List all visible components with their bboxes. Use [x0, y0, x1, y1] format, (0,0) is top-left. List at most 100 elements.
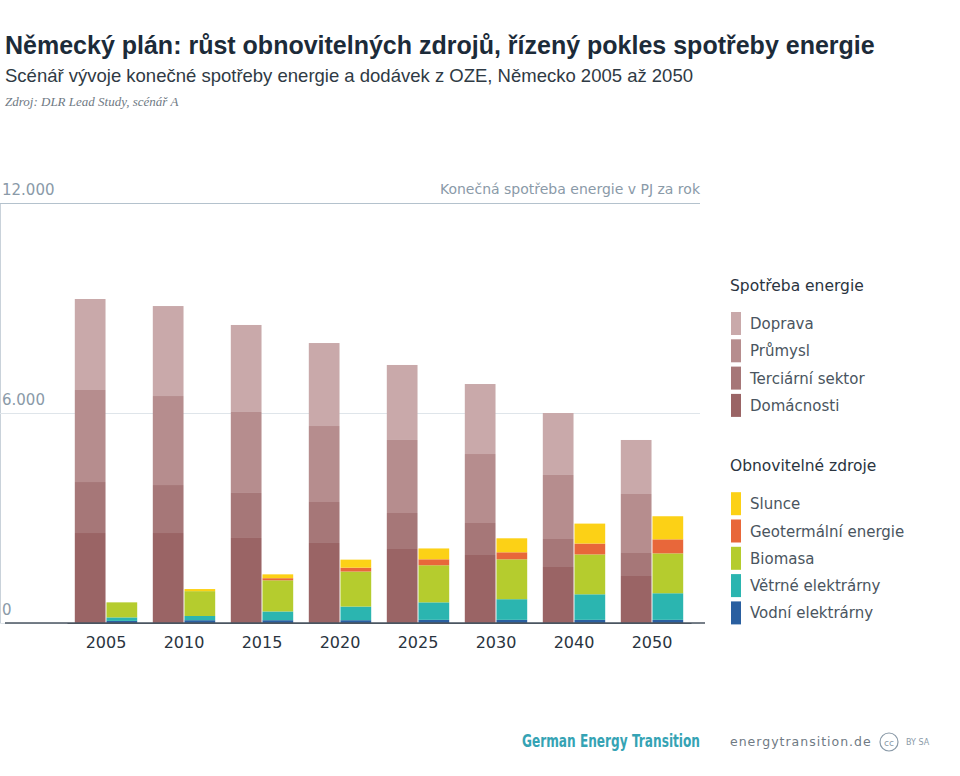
x-tick: 2040 [554, 623, 595, 652]
legend-label: Biomasa [750, 550, 814, 568]
x-axis-line [68, 623, 692, 624]
x-tick: 2015 [242, 623, 283, 652]
legend-swatch [731, 312, 741, 335]
bar-segment [340, 568, 371, 572]
bar-segment [75, 482, 106, 533]
legend-label: Domácnosti [750, 397, 839, 415]
bar-segment [387, 365, 418, 440]
source: Zdroj: DLR Lead Study, scénář A [5, 94, 178, 109]
x-axis: 2005 2010 2015 2020 2025 2030 2040 2050 [68, 623, 692, 652]
legend-swatch [731, 492, 741, 515]
bar-segment [496, 538, 527, 552]
legend: Spotřeba energieDopravaPrůmyslTerciární … [730, 277, 904, 624]
chart: Německý plán: růst obnovitelných zdrojů,… [0, 0, 960, 776]
x-tick: 2030 [476, 623, 517, 652]
bar-segment [262, 578, 293, 580]
bar-segment [106, 602, 137, 617]
title: Německý plán: růst obnovitelných zdrojů,… [5, 31, 875, 59]
bar-segment [231, 538, 262, 623]
bar-segment [184, 616, 215, 620]
legend-swatch [731, 394, 741, 417]
grid-line [0, 623, 700, 624]
x-tick-label: 2010 [164, 633, 205, 652]
y-axis-title: Konečná spotřeba energie v PJ za rok [440, 181, 701, 197]
y-tick: 12.000 [0, 181, 700, 204]
footer-url: energytransition.de [730, 734, 872, 749]
legend-swatch [731, 547, 741, 570]
bar-segment [496, 559, 527, 599]
y-tick-label: 0 [2, 601, 12, 619]
legend-label: Vodní elektrárny [750, 604, 873, 622]
legend-title: Spotřeba energie [730, 277, 864, 295]
y-tick-label: 6.000 [2, 391, 45, 409]
legend-label: Geotermální energie [750, 523, 904, 541]
bar-segment [465, 384, 496, 454]
x-tick-label: 2005 [86, 633, 127, 652]
bar-segment [543, 475, 574, 539]
x-tick: 2020 [320, 623, 361, 652]
bar-segment [75, 533, 106, 623]
x-tick: 2050 [632, 623, 673, 652]
bar-segment [387, 440, 418, 513]
bar-segment [153, 485, 184, 533]
x-tick: 2005 [86, 623, 127, 652]
bar-segment [574, 544, 605, 555]
x-tick-label: 2050 [632, 633, 673, 652]
bar-segment [231, 412, 262, 493]
bar-segment [465, 555, 496, 623]
bar-segment [621, 553, 652, 576]
x-tick-label: 2015 [242, 633, 283, 652]
bar-segment [231, 493, 262, 538]
y-axis: 0 6.000 12.000 [0, 181, 700, 624]
bar-segment [496, 599, 527, 620]
bar-segment [75, 390, 106, 482]
bar-segment [153, 533, 184, 623]
grid-line [0, 203, 700, 204]
bar-segment [418, 559, 449, 565]
legend-swatch [731, 520, 741, 543]
subtitle: Scénář vývoje konečné spotřeby energie a… [5, 65, 693, 86]
bar-segment [418, 565, 449, 602]
bar-segment [652, 553, 683, 593]
bar-segment [543, 539, 574, 567]
bar-segment [652, 516, 683, 539]
bar-segment [106, 602, 137, 603]
bar-segment [387, 549, 418, 623]
bar-segment [574, 554, 605, 594]
license-icon: cc [884, 738, 894, 748]
bar-segment [184, 591, 215, 616]
bar-segment [543, 567, 574, 623]
bar-segment [340, 560, 371, 568]
bar-segment [652, 539, 683, 553]
bar-segment [387, 513, 418, 549]
legend-swatch [731, 601, 741, 624]
x-tick-label: 2040 [554, 633, 595, 652]
legend-label: Terciární sektor [749, 370, 865, 388]
bar-segment [231, 325, 262, 412]
legend-label: Slunce [750, 495, 800, 513]
bar-segment [262, 580, 293, 611]
bar-segment [621, 494, 652, 553]
x-tick-label: 2030 [476, 633, 517, 652]
bar-segment [106, 617, 137, 621]
bar-segment [340, 607, 371, 621]
bar-segment [621, 440, 652, 494]
bar-segment [543, 413, 574, 475]
bar-segment [496, 552, 527, 559]
bar-segment [262, 574, 293, 578]
x-tick-label: 2025 [398, 633, 439, 652]
bars [75, 299, 683, 623]
legend-title: Obnovitelné zdroje [730, 457, 876, 475]
legend-swatch [731, 339, 741, 362]
bar-segment [106, 602, 137, 603]
bar-segment [309, 543, 340, 623]
bar-segment [184, 589, 215, 591]
x-tick: 2010 [164, 623, 205, 652]
baseline [5, 622, 705, 624]
license-circle [880, 733, 898, 751]
bar-segment [465, 523, 496, 555]
x-tick: 2025 [398, 623, 439, 652]
legend-swatch [731, 367, 741, 390]
bar-segment [652, 593, 683, 620]
bar-segment [621, 576, 652, 623]
